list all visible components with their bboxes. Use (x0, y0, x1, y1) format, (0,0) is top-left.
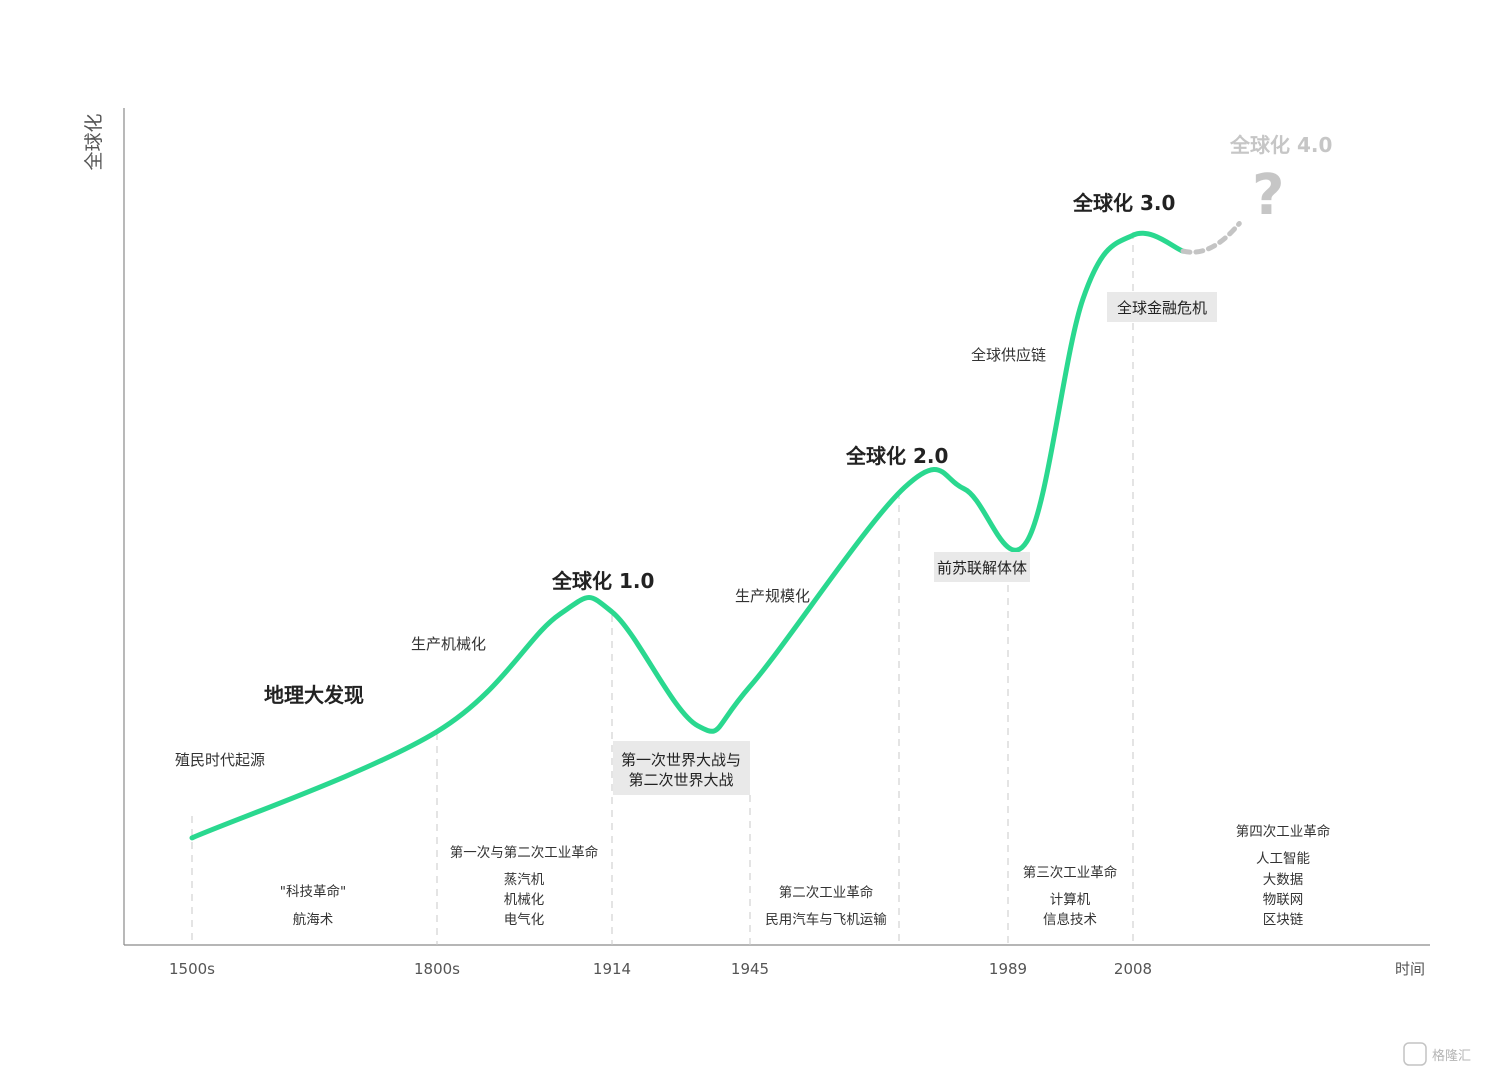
globalization-curve (189, 230, 1186, 841)
watermark-logo: 格隆汇 (1403, 1042, 1471, 1066)
note-global-supply-chain: 全球供应链 (971, 346, 1046, 364)
tech-revolution-5-item: 区块链 (1263, 912, 1304, 928)
question-mark-icon: ? (1252, 163, 1284, 228)
tech-revolution-1-item: 航海术 (293, 912, 334, 928)
event-box-soviet-collapse (934, 552, 1030, 582)
tech-revolution-4: 第三次工业革命 计算机 信息技术 (1023, 864, 1118, 928)
event-world-wars: 第一次世界大战与 第二次世界大战 (613, 741, 750, 795)
tech-revolution-2-title: 第一次与第二次工业革命 (450, 844, 599, 861)
phase-label-globalization-2: 全球化 2.0 (845, 444, 948, 468)
phase-label-discovery: 地理大发现 (264, 683, 364, 707)
tech-revolution-2: 第一次与第二次工业革命 蒸汽机 机械化 电气化 (450, 844, 599, 928)
tech-revolution-4-item: 计算机 (1050, 892, 1091, 908)
tech-revolution-3-title: 第二次工业革命 (779, 884, 874, 901)
note-scale-production: 生产规模化 (735, 587, 810, 605)
note-colonial-origin: 殖民时代起源 (175, 751, 265, 769)
tech-revolution-1: "科技革命" 航海术 (280, 883, 346, 928)
tech-revolution-1-title: "科技革命" (280, 883, 346, 900)
watermark-text: 格隆汇 (1432, 1048, 1471, 1064)
event-financial-crisis: 全球金融危机 (1107, 292, 1217, 322)
x-tick-2008: 2008 (1114, 960, 1152, 978)
watermark-icon (1403, 1042, 1427, 1066)
phase-label-globalization-1: 全球化 1.0 (551, 569, 654, 593)
event-world-wars-line2: 第二次世界大战 (628, 771, 733, 789)
event-soviet-collapse-label: 前苏联解体体 (937, 559, 1027, 577)
tech-revolution-5-item: 物联网 (1263, 892, 1304, 908)
x-tick-1914: 1914 (593, 960, 631, 978)
event-world-wars-line1: 第一次世界大战与 (621, 751, 741, 769)
tech-revolution-2-item: 蒸汽机 (504, 872, 545, 888)
event-financial-crisis-label: 全球金融危机 (1117, 299, 1207, 317)
tech-revolution-3-item: 民用汽车与飞机运输 (765, 911, 887, 928)
tech-revolution-2-item: 电气化 (504, 912, 545, 928)
phase-label-globalization-3: 全球化 3.0 (1072, 191, 1175, 215)
tech-revolution-5-item: 人工智能 (1256, 851, 1310, 867)
x-tick-1500s: 1500s (169, 960, 215, 978)
x-tick-1800s: 1800s (414, 960, 460, 978)
tech-revolution-4-item: 信息技术 (1043, 911, 1097, 928)
x-tick-1989: 1989 (989, 960, 1027, 978)
x-axis-label: 时间 (1395, 960, 1425, 978)
event-soviet-collapse: 前苏联解体体 (934, 552, 1030, 582)
tech-revolution-4-title: 第三次工业革命 (1023, 864, 1118, 881)
tech-revolution-3: 第二次工业革命 民用汽车与飞机运输 (765, 884, 887, 928)
tech-revolution-5-title: 第四次工业革命 (1236, 823, 1331, 840)
x-tick-labels: 1500s 1800s 1914 1945 1989 2008 (169, 960, 1152, 978)
x-tick-1945: 1945 (731, 960, 769, 978)
event-box-financial-crisis (1107, 292, 1217, 322)
event-box-world-wars (613, 741, 750, 795)
tech-revolution-5-item: 大数据 (1263, 872, 1304, 888)
year-guide-lines (191, 232, 1134, 945)
y-axis-label: 全球化 (83, 113, 105, 170)
phase-label-globalization-4: 全球化 4.0 (1229, 133, 1332, 157)
tech-revolution-5: 第四次工业革命 人工智能 大数据 物联网 区块链 (1236, 823, 1331, 928)
note-mechanization: 生产机械化 (411, 635, 486, 653)
tech-revolution-2-item: 机械化 (504, 892, 545, 908)
globalization-future-curve (1180, 221, 1242, 255)
